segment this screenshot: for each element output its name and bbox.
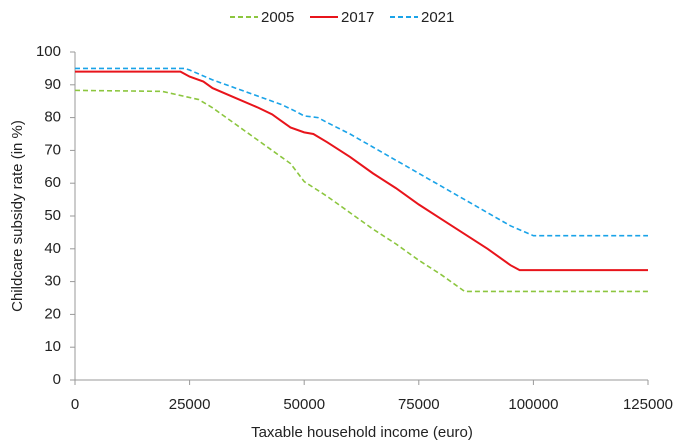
x-tick-label: 100000: [508, 396, 558, 413]
x-tick-label: 50000: [283, 396, 325, 413]
x-tick-label: 0: [71, 396, 79, 413]
y-tick-label: 80: [44, 109, 61, 126]
x-axis-label: Taxable household income (euro): [251, 424, 473, 441]
y-tick-label: 40: [44, 240, 61, 257]
legend-label: 2005: [261, 9, 294, 26]
y-tick-label: 100: [36, 43, 61, 60]
x-tick-label: 125000: [623, 396, 673, 413]
y-tick-label: 50: [44, 207, 61, 224]
x-tick-label: 25000: [169, 396, 211, 413]
y-tick-label: 70: [44, 141, 61, 158]
y-tick-label: 0: [53, 371, 61, 388]
legend-label: 2017: [341, 9, 374, 26]
y-tick-label: 60: [44, 174, 61, 191]
x-tick-label: 75000: [398, 396, 440, 413]
line-series: [74, 89, 648, 293]
y-tick-label: 20: [44, 305, 61, 322]
line-series: [75, 67, 648, 237]
line-series: [75, 70, 648, 272]
y-tick-label: 10: [44, 338, 61, 355]
y-axis-label: Childcare subsidy rate (in %): [9, 120, 26, 312]
y-tick-label: 30: [44, 273, 61, 290]
legend-label: 2021: [421, 9, 454, 26]
y-tick-label: 90: [44, 76, 61, 93]
